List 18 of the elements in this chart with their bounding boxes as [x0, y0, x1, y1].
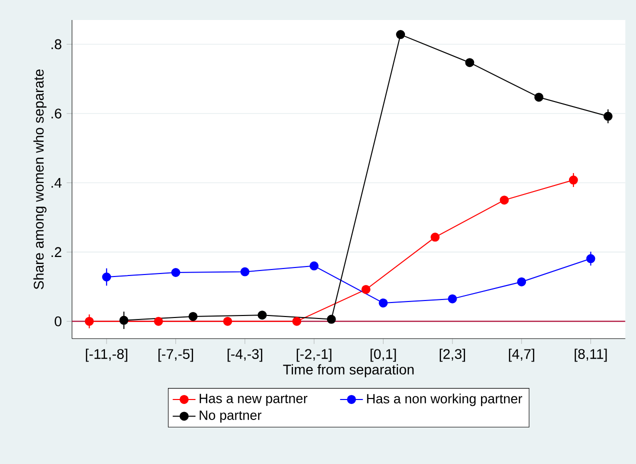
- y-tick-label: .2: [52, 247, 62, 257]
- y-tick-label: .4: [52, 178, 62, 188]
- x-tick-label: [-7,-5]: [158, 348, 194, 362]
- legend-label: Has a non working partner: [367, 394, 522, 406]
- x-tick-label: [-2,-1]: [296, 348, 332, 362]
- x-tick-label: [4,7]: [508, 348, 534, 362]
- legend-label: Has a new partner: [200, 394, 308, 406]
- x-axis-title: Time from separation: [283, 364, 414, 378]
- x-tick-label: [-4,-3]: [228, 348, 262, 362]
- y-tick-label: 0: [54, 316, 62, 326]
- y-axis-title: Share among women who separate: [33, 69, 46, 290]
- x-tick-label: [8,11]: [574, 348, 607, 362]
- x-tick-label: [0,1]: [370, 348, 396, 362]
- x-tick-label: [2,3]: [440, 348, 466, 362]
- legend-label: No partner: [200, 410, 262, 423]
- y-tick-label: .6: [52, 108, 62, 118]
- y-tick-label: .8: [52, 39, 62, 50]
- x-tick-label: [-11,-8]: [86, 348, 128, 362]
